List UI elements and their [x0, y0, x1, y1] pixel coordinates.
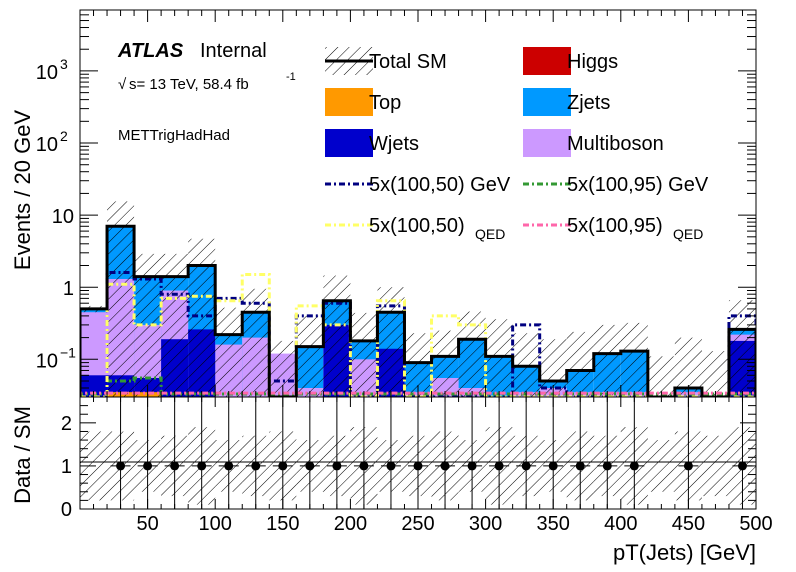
- ratio-point: [332, 461, 342, 471]
- uncertainty-bin: [647, 356, 675, 397]
- ratio-point: [548, 461, 558, 471]
- ratio-point: [494, 461, 504, 471]
- uncertainty-bin: [188, 238, 216, 397]
- ratio-point: [197, 461, 207, 471]
- ratio-point: [521, 461, 531, 471]
- legend-label: Top: [369, 92, 401, 114]
- x-tick-label: 450: [672, 513, 705, 535]
- x-tick-label: 300: [469, 513, 502, 535]
- y-tick-exponent: 2: [60, 128, 68, 144]
- uncertainty-bin: [566, 331, 594, 397]
- internal-label: Internal: [200, 40, 267, 62]
- y-tick-label: 10: [36, 350, 58, 372]
- uncertainty-bin: [215, 307, 243, 397]
- ratio-point: [602, 461, 612, 471]
- y-tick-exponent: 3: [60, 56, 68, 72]
- legend-label: Multiboson: [567, 133, 664, 155]
- ratio-point: [170, 461, 180, 471]
- legend-label: 5x(100,95) GeV: [567, 174, 709, 196]
- legend-label: Total SM: [369, 51, 447, 73]
- uncertainty-bin: [323, 275, 351, 397]
- ratio-point: [116, 461, 126, 471]
- legend-label: Wjets: [369, 133, 419, 155]
- legend-swatch: [523, 47, 571, 75]
- x-tick-label: 500: [739, 513, 772, 535]
- energy-label: s= 13 TeV, 58.4 fb: [129, 76, 249, 93]
- ratio-y-axis-label: Data / SM: [10, 406, 35, 504]
- ratio-point: [305, 461, 315, 471]
- legend-label: 5x(100,50): [369, 215, 465, 237]
- x-tick-label: 50: [136, 513, 158, 535]
- ratio-point: [359, 461, 369, 471]
- atlas-label: ATLAS: [117, 40, 184, 62]
- ratio-point: [440, 461, 450, 471]
- legend-swatch: [325, 88, 373, 116]
- ratio-point: [629, 461, 639, 471]
- ratio-point: [251, 461, 261, 471]
- x-tick-label: 250: [401, 513, 434, 535]
- legend-subscript: QED: [673, 226, 703, 242]
- ratio-band-bin: [701, 435, 729, 497]
- x-tick-label: 350: [537, 513, 570, 535]
- legend-subscript: QED: [475, 226, 505, 242]
- ratio-points: [110, 397, 753, 509]
- ratio-y-tick-label: 2: [61, 413, 72, 435]
- uncertainty-bin: [701, 351, 729, 397]
- y-tick-exponent: −1: [60, 344, 76, 360]
- total-sm-step: [80, 224, 756, 397]
- uncertainty-bin: [620, 322, 648, 397]
- ratio-axes: 50 100 150 200 250 300 350 400 450 500 0 1 2: [61, 396, 773, 535]
- legend-label: Zjets: [567, 92, 610, 114]
- x-tick-label: 400: [604, 513, 637, 535]
- ratio-point: [683, 461, 693, 471]
- ratio-point: [278, 461, 288, 471]
- ratio-y-tick-label: 1: [61, 456, 72, 478]
- x-tick-label: 150: [266, 513, 299, 535]
- legend-label: 5x(100,50) GeV: [369, 174, 511, 196]
- uncertainty-bin: [431, 330, 459, 397]
- uncertainty-bin: [350, 312, 378, 397]
- uncertainty-bin: [485, 319, 513, 397]
- legend-swatch: [523, 129, 571, 157]
- legend-label: Higgs: [567, 51, 618, 73]
- uncertainty-bin: [593, 324, 621, 397]
- x-tick-label: 200: [334, 513, 367, 535]
- legend: Total SM Higgs Top Zjets Wjets Multiboson 5x(1…: [325, 47, 709, 242]
- y-tick-label: 10: [36, 62, 58, 84]
- ratio-point: [575, 461, 585, 471]
- y-tick-label: 10: [52, 206, 74, 228]
- region-label: METTrigHadHad: [118, 127, 230, 144]
- y-axis-label: Events / 20 GeV: [10, 110, 35, 271]
- ratio-point: [224, 461, 234, 471]
- ratio-point: [413, 461, 423, 471]
- total-sm-line: [80, 224, 756, 397]
- legend-swatch: [325, 129, 373, 157]
- ratio-y-tick-label: 0: [61, 499, 72, 521]
- ratio-point: [143, 461, 153, 471]
- uncertainty-bin: [107, 201, 135, 397]
- legend-label: 5x(100,95): [567, 215, 663, 237]
- uncertainty-bin: [377, 287, 405, 397]
- signal-line: [80, 270, 756, 397]
- y-tick-label: 10: [36, 134, 58, 156]
- x-axis-label: pT(Jets) [GeV]: [613, 540, 756, 565]
- x-tick-label: 100: [199, 513, 232, 535]
- ratio-point: [467, 461, 477, 471]
- uncertainty-bin: [296, 315, 324, 397]
- uncertainty-bin: [242, 288, 270, 397]
- energy-superscript: -1: [286, 71, 296, 83]
- legend-swatch: [523, 88, 571, 116]
- y-tick-label: 1: [63, 278, 74, 300]
- ratio-point: [386, 461, 396, 471]
- sqrt-symbol: √: [118, 76, 127, 93]
- ratio-band-bin: [647, 440, 675, 492]
